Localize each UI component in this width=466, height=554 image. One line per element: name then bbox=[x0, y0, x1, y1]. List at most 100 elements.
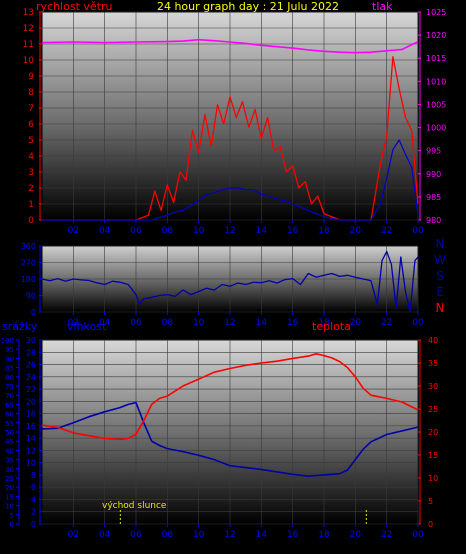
y-tick-label-pressure: 1020 bbox=[426, 31, 446, 40]
x-tick-label: 14 bbox=[256, 530, 268, 540]
left-axis-label-precipitation: srážky bbox=[2, 320, 38, 333]
y-tick-label-precipitation: 55 bbox=[5, 420, 14, 428]
y-tick-label-temperature: 15 bbox=[428, 451, 438, 460]
y-tick-label-humidity: 20 bbox=[26, 397, 36, 406]
x-tick-label: 08 bbox=[162, 530, 174, 540]
x-tick-label: 10 bbox=[193, 318, 205, 328]
series-direction bbox=[41, 250, 419, 313]
y-tick-label-pressure: 1025 bbox=[426, 8, 446, 17]
y-tick-label-pressure: 990 bbox=[426, 170, 441, 179]
compass-label: W bbox=[434, 253, 446, 267]
sunrise-annotation: východ slunce bbox=[102, 501, 167, 511]
y-tick-label-wind: 7 bbox=[28, 104, 34, 114]
y-tick-label-precipitation: 90 bbox=[5, 355, 14, 363]
y-tick-label-precipitation: 15 bbox=[5, 493, 14, 501]
x-tick-label: 22 bbox=[381, 530, 392, 540]
y-tick-label-humidity: 6 bbox=[31, 483, 36, 492]
y-tick-label-wind: 8 bbox=[28, 88, 34, 98]
y-tick-label-humidity: 2 bbox=[31, 508, 36, 517]
y-tick-label-precipitation: 10 bbox=[5, 503, 14, 511]
y-tick-label-humidity: 8 bbox=[31, 471, 36, 480]
x-tick-label: 02 bbox=[68, 318, 79, 328]
y-tick-label-precipitation: 60 bbox=[5, 411, 14, 419]
y-tick-label-wind: 6 bbox=[28, 120, 34, 130]
x-tick-label: 12 bbox=[224, 226, 235, 236]
series-wind-pressure bbox=[41, 38, 419, 221]
x-tick-label: 06 bbox=[130, 318, 142, 328]
y-tick-label-wind: 1 bbox=[28, 200, 34, 210]
right-axis-label-temperature: teplota bbox=[312, 320, 351, 333]
right-axis-label-pressure: tlak bbox=[372, 0, 393, 13]
x-tick-label: 22 bbox=[381, 318, 392, 328]
x-axis-hours-direction: 02 04 06 08 10 12 14 16 18 20 22 00 bbox=[68, 312, 424, 328]
y-tick-label-precipitation: 25 bbox=[5, 475, 14, 483]
left-axis-label-humidity: vlhkost bbox=[67, 320, 107, 333]
y-tick-label-wind: 4 bbox=[28, 152, 34, 162]
left-axis-label-wind: rychlost větru bbox=[36, 0, 112, 13]
y-tick-label-pressure: 980 bbox=[426, 216, 441, 225]
series-humidity-temperature bbox=[41, 352, 419, 524]
series-line-wind_gust bbox=[42, 56, 419, 221]
x-tick-label: 16 bbox=[287, 530, 299, 540]
x-tick-label: 20 bbox=[350, 226, 362, 236]
y-tick-label-wind: 2 bbox=[28, 184, 34, 194]
y-tick-label-pressure: 1010 bbox=[426, 77, 446, 86]
y-tick-label-wind: 11 bbox=[23, 40, 34, 50]
x-tick-label: 02 bbox=[68, 226, 79, 236]
x-axis-hours-humidity-temperature: 02 04 06 08 10 12 14 16 18 20 22 00 bbox=[68, 524, 424, 540]
left-axis-degree-ticks: 0 90 180 270 360 bbox=[21, 242, 42, 317]
x-tick-label: 06 bbox=[130, 226, 142, 236]
x-tick-label: 18 bbox=[318, 530, 330, 540]
y-tick-label-temperature: 25 bbox=[428, 405, 438, 414]
y-tick-label-wind: 13 bbox=[23, 8, 34, 18]
y-tick-label-humidity: 26 bbox=[26, 361, 36, 370]
x-axis-hours-wind: 02 04 06 08 10 12 14 16 18 20 22 00 bbox=[68, 220, 424, 236]
x-tick-label: 16 bbox=[287, 226, 299, 236]
x-tick-label: 18 bbox=[318, 226, 330, 236]
y-tick-label-precipitation: 100 bbox=[1, 337, 14, 345]
series-line-temperature bbox=[41, 352, 419, 441]
x-tick-label: 08 bbox=[162, 318, 174, 328]
x-tick-label: 12 bbox=[224, 318, 235, 328]
y-tick-label-degrees: 90 bbox=[26, 292, 36, 301]
y-tick-label-precipitation: 5 bbox=[10, 512, 14, 520]
y-tick-label-temperature: 30 bbox=[428, 382, 438, 391]
x-tick-label: 06 bbox=[130, 530, 142, 540]
x-tick-label: 14 bbox=[256, 226, 268, 236]
compass-label: S bbox=[436, 269, 444, 283]
x-tick-label: 10 bbox=[193, 226, 205, 236]
y-tick-label-precipitation: 50 bbox=[5, 429, 14, 437]
x-tick-label: 00 bbox=[412, 226, 424, 236]
y-tick-label-degrees: 0 bbox=[31, 308, 36, 317]
compass-label: N bbox=[436, 301, 445, 315]
y-tick-label-wind: 10 bbox=[23, 56, 35, 66]
x-tick-label: 22 bbox=[381, 226, 392, 236]
y-tick-label-degrees: 270 bbox=[21, 259, 36, 268]
y-tick-label-degrees: 180 bbox=[21, 275, 36, 284]
y-tick-label-precipitation: 0 bbox=[10, 521, 14, 529]
y-tick-label-temperature: 0 bbox=[428, 520, 433, 529]
y-tick-label-humidity: 24 bbox=[26, 373, 36, 382]
compass-label: N bbox=[436, 237, 445, 251]
y-tick-label-humidity: 28 bbox=[26, 348, 36, 357]
x-tick-label: 02 bbox=[68, 530, 79, 540]
y-tick-label-temperature: 5 bbox=[428, 497, 433, 506]
x-tick-label: 04 bbox=[99, 530, 111, 540]
series-line-direction bbox=[41, 250, 419, 313]
x-tick-label: 20 bbox=[350, 530, 362, 540]
y-tick-label-humidity: 18 bbox=[26, 410, 36, 419]
y-tick-label-precipitation: 65 bbox=[5, 401, 14, 409]
x-tick-label: 10 bbox=[193, 530, 205, 540]
x-tick-label: 20 bbox=[350, 318, 362, 328]
y-tick-label-precipitation: 35 bbox=[5, 457, 14, 465]
y-tick-label-wind: 5 bbox=[28, 136, 34, 146]
x-tick-label: 18 bbox=[318, 318, 330, 328]
chart-title: 24 hour graph day : 21 Julu 2022 bbox=[157, 0, 339, 13]
y-tick-label-humidity: 10 bbox=[26, 459, 36, 468]
grid-humidity-temperature bbox=[42, 339, 419, 525]
